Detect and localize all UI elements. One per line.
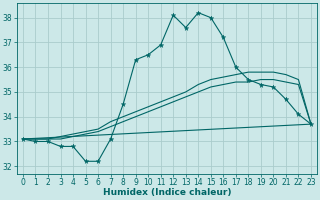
X-axis label: Humidex (Indice chaleur): Humidex (Indice chaleur) (103, 188, 231, 197)
